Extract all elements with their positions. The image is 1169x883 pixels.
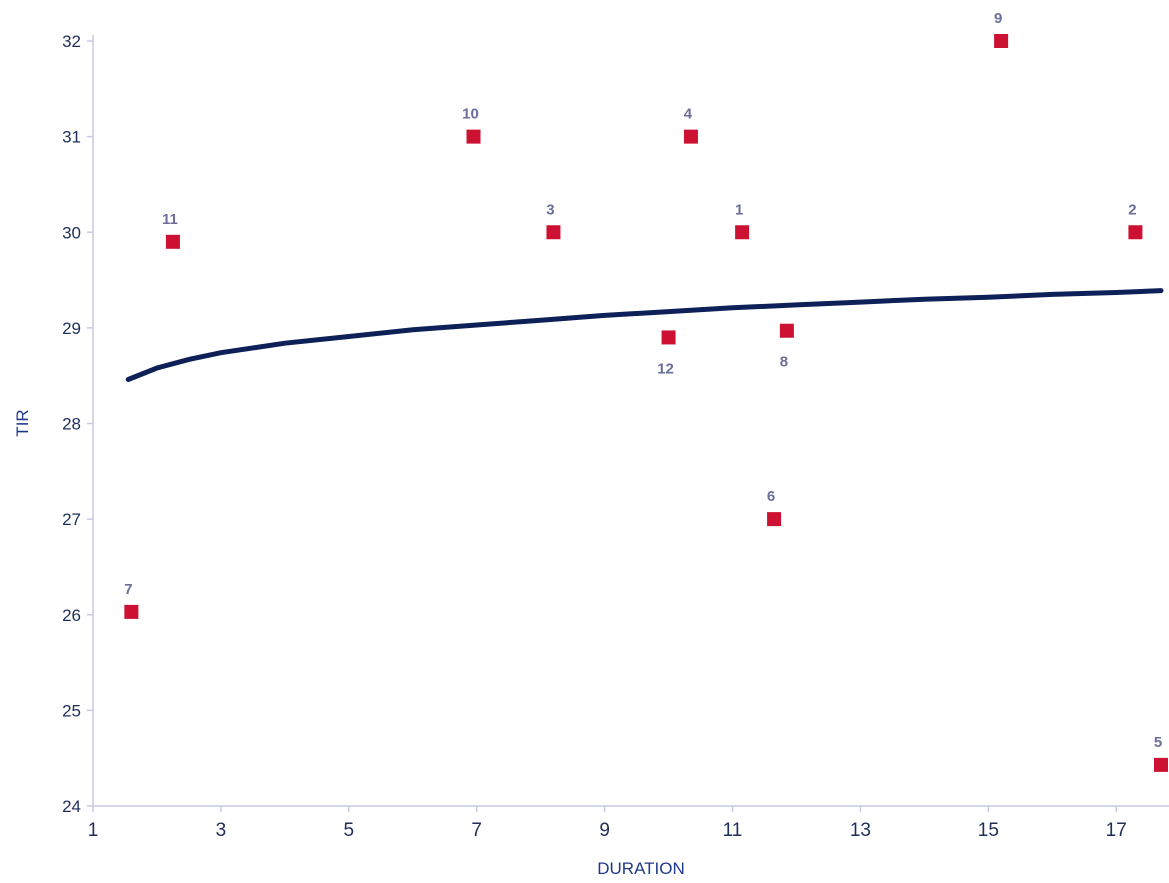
data-point (546, 225, 561, 240)
data-label: 7 (124, 581, 132, 598)
y-axis-title: TIR (13, 409, 32, 436)
data-point (124, 604, 139, 619)
data-label: 5 (1154, 734, 1162, 751)
x-tick-label: 7 (471, 820, 482, 841)
data-label: 12 (657, 360, 674, 377)
x-tick-label: 9 (599, 820, 610, 841)
data-label: 1 (735, 201, 743, 218)
y-tick-label: 28 (62, 415, 81, 434)
x-tick-label: 17 (1106, 820, 1127, 841)
data-label: 3 (546, 201, 554, 218)
y-tick-label: 30 (62, 223, 81, 242)
y-tick-label: 24 (62, 797, 81, 816)
y-axis-ticks: 24 25 26 27 28 29 30 31 32 (62, 32, 93, 816)
y-tick-label: 31 (62, 128, 81, 147)
data-label: 9 (994, 10, 1002, 27)
x-tick-label: 1 (88, 820, 99, 841)
x-tick-label: 13 (850, 820, 871, 841)
data-label: 6 (767, 488, 775, 505)
data-point (994, 34, 1009, 48)
data-label: 4 (684, 106, 693, 123)
data-label: 2 (1128, 201, 1136, 218)
x-tick-label: 3 (216, 820, 227, 841)
data-point (661, 330, 676, 345)
axes (92, 35, 1169, 807)
data-point (779, 323, 794, 338)
x-tick-label: 5 (344, 820, 355, 841)
data-point (683, 129, 698, 144)
data-point (767, 512, 782, 527)
data-label: 8 (780, 354, 788, 371)
data-label: 10 (462, 106, 479, 123)
y-tick-label: 25 (62, 701, 81, 720)
x-tick-label: 15 (978, 820, 999, 841)
trendline (125, 288, 1164, 382)
data-point (1154, 757, 1168, 772)
data-point (466, 129, 481, 144)
x-axis-ticks: 1 3 5 7 9 11 13 15 17 (88, 806, 1127, 841)
data-points (124, 34, 1168, 772)
x-axis-title: DURATION (597, 859, 685, 878)
x-tick-label: 11 (723, 820, 743, 841)
y-tick-label: 29 (62, 319, 81, 338)
data-point (1128, 225, 1143, 240)
data-point (735, 225, 750, 240)
y-tick-label: 32 (62, 32, 81, 51)
y-tick-label: 27 (62, 510, 81, 529)
data-point (165, 234, 180, 249)
y-tick-label: 26 (62, 606, 81, 625)
data-label: 11 (162, 211, 178, 228)
